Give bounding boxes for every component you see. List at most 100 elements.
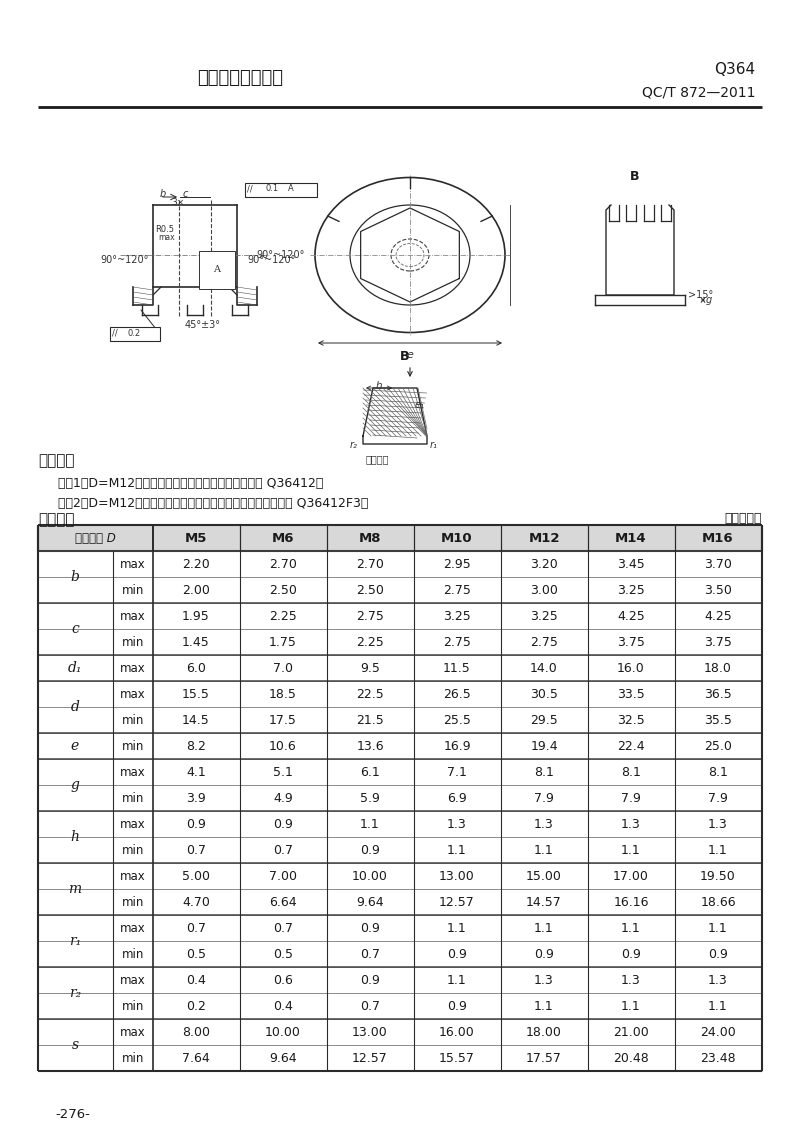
Text: 0.7: 0.7: [273, 844, 293, 856]
Text: M6: M6: [272, 531, 294, 545]
Text: A: A: [288, 184, 294, 194]
Text: 尺寸规格: 尺寸规格: [38, 512, 74, 527]
Text: 3.50: 3.50: [704, 584, 732, 597]
Text: 0.1: 0.1: [265, 184, 278, 194]
Text: max: max: [158, 232, 174, 242]
Text: 0.2: 0.2: [128, 329, 141, 338]
Text: 1.1: 1.1: [708, 844, 728, 856]
Text: 3.75: 3.75: [704, 635, 732, 648]
Text: 17.5: 17.5: [269, 713, 297, 726]
Text: 单位为毫米: 单位为毫米: [725, 512, 762, 526]
Text: 15.57: 15.57: [439, 1051, 475, 1065]
Text: 30.5: 30.5: [530, 687, 558, 701]
Text: 7.00: 7.00: [269, 869, 297, 883]
Text: 10.00: 10.00: [352, 869, 388, 883]
Text: 16.16: 16.16: [614, 895, 649, 908]
Text: 3.75: 3.75: [617, 635, 645, 648]
Text: 1.1: 1.1: [621, 844, 641, 856]
Text: M14: M14: [615, 531, 647, 545]
Text: 3.9: 3.9: [186, 791, 206, 805]
Text: 3×: 3×: [171, 198, 184, 207]
Text: 1.3: 1.3: [708, 973, 728, 987]
Text: 示例1：D=M12，不经处理的焊接六角凸缘螺母编号为 Q36412。: 示例1：D=M12，不经处理的焊接六角凸缘螺母编号为 Q36412。: [58, 477, 323, 490]
Text: 6.64: 6.64: [269, 895, 297, 908]
Text: 33.5: 33.5: [617, 687, 645, 701]
Text: R0.5: R0.5: [155, 226, 174, 234]
Text: max: max: [120, 1026, 146, 1039]
Text: 2.75: 2.75: [443, 584, 471, 597]
Text: 32.5: 32.5: [617, 713, 645, 726]
Text: 0.7: 0.7: [186, 922, 206, 934]
Text: 0.9: 0.9: [273, 818, 293, 830]
Text: d: d: [70, 700, 79, 714]
Text: 4.25: 4.25: [617, 609, 645, 623]
Text: max: max: [120, 687, 146, 701]
Text: 0.7: 0.7: [360, 1000, 380, 1012]
Text: max: max: [120, 558, 146, 570]
Text: 14.0: 14.0: [530, 662, 558, 674]
Text: 4.70: 4.70: [182, 895, 210, 908]
Text: 21.5: 21.5: [356, 713, 384, 726]
Text: 0.9: 0.9: [708, 948, 728, 961]
Text: 0.7: 0.7: [273, 922, 293, 934]
Text: h: h: [70, 830, 79, 844]
Text: min: min: [122, 1000, 144, 1012]
Text: 1.1: 1.1: [534, 922, 554, 934]
Text: 编号示例: 编号示例: [38, 453, 74, 468]
Text: 19.50: 19.50: [700, 869, 736, 883]
Text: min: min: [122, 740, 144, 752]
Text: 3.70: 3.70: [704, 558, 732, 570]
Text: //: //: [247, 184, 253, 194]
Text: 4.9: 4.9: [273, 791, 293, 805]
Text: g: g: [706, 295, 712, 305]
Text: g: g: [70, 777, 79, 792]
Text: 18.00: 18.00: [526, 1026, 562, 1039]
Text: 36.5: 36.5: [704, 687, 732, 701]
Text: 1.95: 1.95: [182, 609, 210, 623]
Text: min: min: [122, 948, 144, 961]
Text: 10.00: 10.00: [265, 1026, 301, 1039]
Text: max: max: [120, 609, 146, 623]
Text: 0.7: 0.7: [360, 948, 380, 961]
Text: 1.1: 1.1: [534, 1000, 554, 1012]
Text: 焊接六角凸缘螺母: 焊接六角凸缘螺母: [197, 69, 283, 87]
Text: 2.70: 2.70: [269, 558, 297, 570]
Text: 0.9: 0.9: [360, 973, 380, 987]
Text: 23.48: 23.48: [700, 1051, 736, 1065]
Text: 14.57: 14.57: [526, 895, 562, 908]
Text: 0.5: 0.5: [273, 948, 293, 961]
Text: 9.5: 9.5: [360, 662, 380, 674]
Text: max: max: [120, 869, 146, 883]
Text: 1.1: 1.1: [447, 973, 467, 987]
Text: 4.1: 4.1: [186, 766, 206, 779]
Text: 1.1: 1.1: [360, 818, 380, 830]
Text: 8.2: 8.2: [186, 740, 206, 752]
Text: Q364: Q364: [714, 63, 755, 78]
Text: 3.20: 3.20: [530, 558, 558, 570]
Text: d₁: d₁: [68, 661, 82, 676]
Text: 25.5: 25.5: [443, 713, 471, 726]
Text: 5.00: 5.00: [182, 869, 210, 883]
Text: 18.5: 18.5: [269, 687, 297, 701]
Text: 12.57: 12.57: [352, 1051, 388, 1065]
Text: 7.9: 7.9: [621, 791, 641, 805]
Text: >15°: >15°: [688, 290, 714, 300]
Text: B: B: [630, 171, 640, 183]
Text: 1.1: 1.1: [534, 844, 554, 856]
Text: min: min: [122, 635, 144, 648]
Text: //: //: [112, 329, 118, 338]
Text: 1.1: 1.1: [447, 922, 467, 934]
Text: M12: M12: [528, 531, 560, 545]
Text: 10.6: 10.6: [269, 740, 297, 752]
Text: M10: M10: [441, 531, 473, 545]
Text: -276-: -276-: [55, 1108, 90, 1121]
Text: 0.2: 0.2: [186, 1000, 206, 1012]
Text: 24.00: 24.00: [700, 1026, 736, 1039]
Text: 4.25: 4.25: [704, 609, 732, 623]
Text: 13.00: 13.00: [352, 1026, 388, 1039]
Text: 7.1: 7.1: [447, 766, 467, 779]
Text: 6.1: 6.1: [360, 766, 380, 779]
Text: max: max: [120, 922, 146, 934]
Text: max: max: [120, 662, 146, 674]
Text: 2.20: 2.20: [182, 558, 210, 570]
